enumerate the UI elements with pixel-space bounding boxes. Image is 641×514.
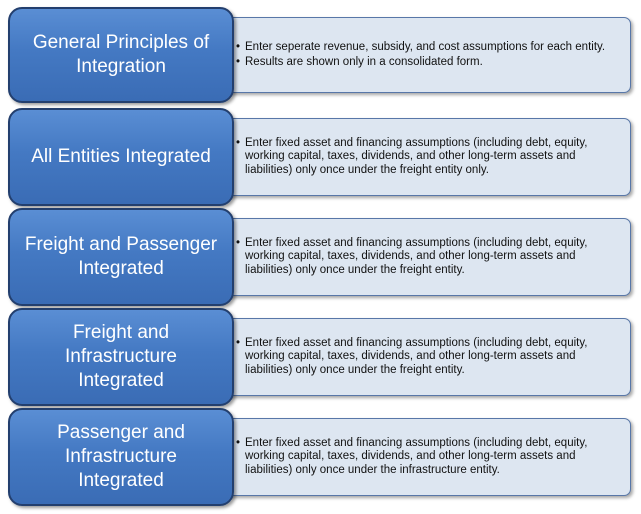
- title-box: All Entities Integrated: [8, 108, 234, 206]
- title-box: Freight and Passenger Integrated: [8, 208, 234, 306]
- bullet-item: Enter fixed asset and financing assumpti…: [236, 337, 622, 378]
- detail-box: Enter fixed asset and financing assumpti…: [222, 118, 631, 196]
- detail-box: Enter fixed asset and financing assumpti…: [222, 318, 631, 396]
- bullet-list: Enter fixed asset and financing assumpti…: [236, 136, 622, 179]
- bullet-item: Results are shown only in a consolidated…: [236, 56, 622, 70]
- detail-box: Enter fixed asset and financing assumpti…: [222, 418, 631, 496]
- detail-box: Enter fixed asset and financing assumpti…: [222, 218, 631, 296]
- title-box: General Principles of Integration: [8, 7, 234, 103]
- title-box: Freight and Infrastructure Integrated: [8, 308, 234, 406]
- bullet-list: Enter fixed asset and financing assumpti…: [236, 236, 622, 279]
- bullet-item: Enter seperate revenue, subsidy, and cos…: [236, 41, 622, 55]
- title-label: General Principles of Integration: [32, 32, 210, 77]
- bullet-item: Enter fixed asset and financing assumpti…: [236, 137, 622, 178]
- bullet-item: Enter fixed asset and financing assumpti…: [236, 237, 622, 278]
- title-label: Freight and Passenger Integrated: [24, 234, 218, 279]
- bullet-item: Enter fixed asset and financing assumpti…: [236, 437, 622, 478]
- title-label: Passenger and Infrastructure Integrated: [57, 422, 185, 491]
- title-label: All Entities Integrated: [31, 146, 211, 167]
- bullet-list: Enter fixed asset and financing assumpti…: [236, 336, 622, 379]
- bullet-list: Enter fixed asset and financing assumpti…: [236, 436, 622, 479]
- title-box: Passenger and Infrastructure Integrated: [8, 408, 234, 506]
- title-label: Freight and Infrastructure Integrated: [65, 322, 177, 391]
- bullet-list: Enter seperate revenue, subsidy, and cos…: [236, 40, 622, 70]
- detail-box: Enter seperate revenue, subsidy, and cos…: [222, 17, 631, 93]
